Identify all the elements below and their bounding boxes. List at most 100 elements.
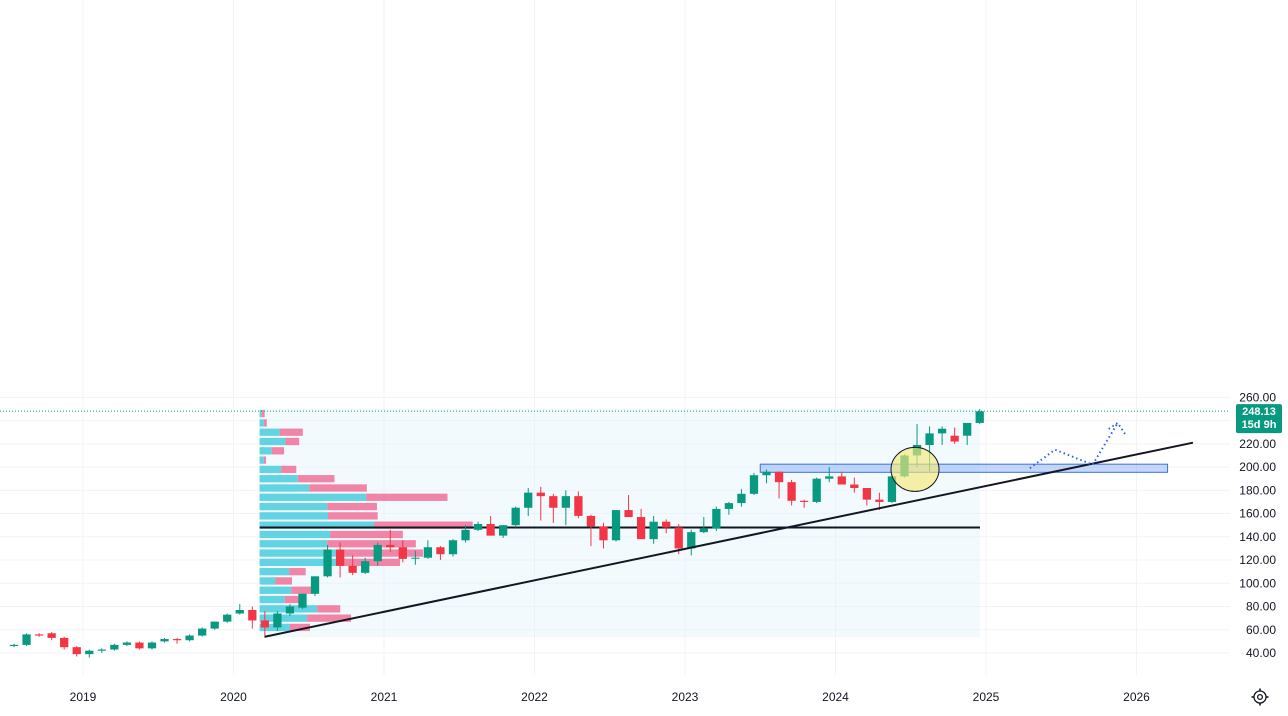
price-tick-label: 120.00 — [1239, 553, 1276, 567]
time-axis[interactable]: 2019 2020 2021 2022 2023 2024 2025 2026 — [70, 690, 1151, 704]
volume-profile-bar-up — [259, 614, 308, 622]
candle-body — [599, 526, 608, 541]
volume-profile-bar-down — [281, 465, 297, 474]
last-price-tag-bg — [1236, 404, 1282, 434]
last-price-value: 248.13 — [1242, 406, 1276, 418]
price-tick-label: 60.00 — [1246, 623, 1276, 637]
highlight-ellipse[interactable] — [890, 446, 940, 492]
volume-profile-bar-down — [327, 502, 377, 511]
price-tick-label: 260.00 — [1239, 390, 1276, 404]
volume-profile-bar-up — [259, 540, 328, 548]
volume-profile-bar-up — [259, 447, 272, 455]
candle-body — [473, 524, 483, 530]
candle-body — [448, 540, 458, 555]
candle-body — [636, 517, 646, 540]
volume-profile-bar-down — [279, 428, 303, 436]
candle-body — [586, 515, 596, 527]
candle-body — [787, 482, 796, 501]
volume-profile-bar-down — [289, 568, 306, 576]
candle-body — [937, 428, 947, 434]
candle-body — [461, 529, 470, 541]
volume-profile-bar-down — [309, 484, 367, 492]
volume-profile-bar-up — [259, 456, 264, 464]
candle-body — [72, 647, 81, 655]
candle-body — [335, 549, 345, 566]
gear-icon — [1251, 688, 1269, 706]
candle-body — [160, 639, 169, 642]
chart-settings-button[interactable] — [1250, 687, 1270, 707]
support-zone[interactable] — [759, 463, 1169, 473]
trendline[interactable] — [264, 441, 1194, 638]
volume-profile-bar-up — [259, 577, 276, 585]
volume-profile-bar-up — [259, 549, 337, 557]
volume-profile-bar-down — [330, 530, 403, 539]
candle-body — [323, 549, 332, 577]
volume-profile-bar-up — [259, 502, 328, 511]
volume-profile-bar-down — [291, 586, 318, 594]
candle-body — [34, 634, 44, 636]
candle-body — [574, 496, 583, 516]
candle-body — [285, 606, 295, 614]
candle-body — [198, 628, 207, 636]
candle-body — [260, 620, 269, 628]
candle-body — [60, 637, 69, 648]
price-tick-label: 160.00 — [1239, 507, 1276, 521]
candle-body — [47, 633, 56, 638]
volume-profile-bar-down — [289, 623, 310, 632]
volume-profile-bar-down — [263, 419, 267, 427]
candle-body — [737, 493, 746, 504]
volume-profile-bar-up — [259, 521, 375, 529]
price-tick-label: 220.00 — [1239, 437, 1276, 451]
candle-body — [674, 527, 683, 549]
candle-body — [386, 544, 395, 548]
volume-profile-bar-up — [259, 475, 298, 483]
candle-body — [561, 496, 570, 508]
candle-body — [762, 471, 771, 476]
candle-body — [223, 614, 232, 622]
volume-profile-bar-down — [327, 512, 378, 520]
volume-profile-bar-up — [259, 595, 285, 604]
candle-body — [963, 422, 972, 436]
volume-profile-bar-up — [259, 586, 292, 594]
candle-body — [975, 411, 984, 423]
volume-profile-bar-down — [366, 493, 448, 501]
volume-profile-bar-up — [259, 419, 264, 427]
volume-profile-bar-down — [275, 577, 292, 585]
candle-body — [925, 433, 934, 446]
candle-body — [423, 547, 433, 558]
candle-body — [110, 644, 119, 650]
candle-body — [9, 644, 19, 647]
candle-body — [887, 476, 897, 502]
candle-body — [699, 528, 708, 533]
candle-body — [687, 532, 696, 549]
candle-body — [950, 435, 959, 442]
candle-body — [611, 510, 621, 541]
price-tick-label: 140.00 — [1239, 530, 1276, 544]
candle-body — [536, 492, 545, 497]
volume-profile-bar-up — [259, 568, 290, 576]
candle-body — [624, 510, 633, 518]
volume-profile-bar-up — [259, 530, 331, 539]
price-tick-label: 180.00 — [1239, 483, 1276, 497]
time-tick-label: 2023 — [672, 690, 699, 704]
candle-body — [549, 496, 558, 508]
volume-profile-bar-down — [284, 595, 300, 604]
candle-body — [97, 649, 106, 651]
candle-body — [486, 524, 495, 536]
volume-profile-bar-down — [261, 409, 265, 418]
candle-body — [248, 610, 257, 621]
volume-profile-bar-up — [259, 512, 328, 520]
price-tick-label: 80.00 — [1246, 600, 1276, 614]
last-price-tag: 248.13 15d 9h — [1236, 404, 1282, 434]
candle-body — [298, 593, 307, 608]
candle-body — [310, 576, 320, 594]
candle-body — [800, 500, 809, 502]
candle-body — [22, 634, 31, 645]
candle-body — [85, 650, 94, 655]
candle-body — [147, 642, 157, 649]
candle-body — [373, 544, 382, 562]
volume-profile-bar-up — [259, 465, 282, 474]
time-tick-label: 2026 — [1123, 690, 1150, 704]
